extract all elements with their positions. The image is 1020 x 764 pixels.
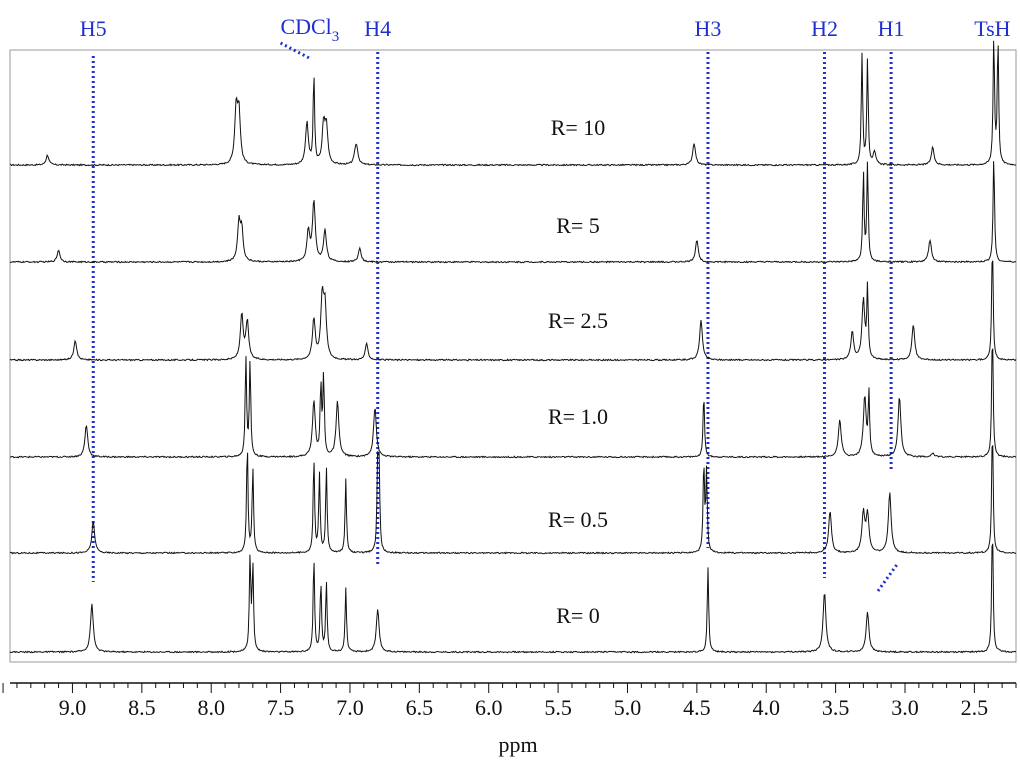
- peak-label-h1: H1: [878, 16, 905, 41]
- x-tick-label: 9.0: [59, 695, 87, 720]
- spectrum-trace: [9, 445, 1017, 555]
- ratio-label: R= 0.5: [548, 507, 608, 532]
- x-tick-label: 7.0: [336, 695, 364, 720]
- x-tick-label: 8.5: [128, 695, 156, 720]
- x-tick-label: 5.5: [544, 695, 572, 720]
- ratio-label: R= 0: [556, 603, 600, 628]
- x-tick-label: 2.5: [961, 695, 989, 720]
- peak-label-tsh: TsH: [974, 16, 1010, 41]
- x-tick-label: 7.5: [267, 695, 295, 720]
- spectrum-trace: [9, 543, 1017, 654]
- x-tick-label: 4.0: [752, 695, 780, 720]
- peak-label-h3: H3: [695, 16, 722, 41]
- x-tick-label: 6.0: [475, 695, 503, 720]
- ratio-label: R= 2.5: [548, 308, 608, 333]
- x-tick-label: 4.5: [683, 695, 711, 720]
- ratio-labels: R= 10 R= 5 R= 2.5 R= 1.0 R= 0.5 R= 0: [548, 115, 608, 628]
- spectrum-trace: [9, 260, 1017, 362]
- ratio-label: R= 10: [551, 115, 606, 140]
- peak-label-h5: H5: [80, 16, 107, 41]
- x-tick-label: 3.0: [891, 695, 919, 720]
- peak-label-h4: H4: [364, 16, 391, 41]
- cdcl3-pointer-line: [279, 41, 312, 61]
- x-tick-label: 5.0: [614, 695, 642, 720]
- ratio-label: R= 5: [556, 213, 600, 238]
- assignment-guide-lines: [91, 41, 898, 593]
- spectrum-trace: [9, 161, 1016, 264]
- h1-shift-guide-line: [876, 564, 898, 593]
- peak-assignment-labels: H5 H4 H3 H2 H1 TsH CDCl3: [80, 14, 1011, 45]
- spectrum-trace: [10, 40, 1017, 167]
- spectra-group: [9, 40, 1017, 654]
- x-tick-label: 3.5: [822, 695, 850, 720]
- ratio-label: R= 1.0: [548, 404, 608, 429]
- x-axis-ticks: 9.0 8.5 8.0 7.5 7.0 6.5 6.0 5.5 5.0 4.5 4.0 3.5 3.0 2…: [2, 683, 1017, 720]
- plot-frame: [9, 49, 1017, 663]
- solvent-label-cdcl3: CDCl3: [280, 14, 339, 45]
- spectrum-trace: [9, 348, 1017, 459]
- peak-label-h2: H2: [811, 16, 838, 41]
- x-tick-label: 6.5: [406, 695, 434, 720]
- x-tick-label: 8.0: [197, 695, 225, 720]
- x-axis-title: ppm: [498, 732, 537, 757]
